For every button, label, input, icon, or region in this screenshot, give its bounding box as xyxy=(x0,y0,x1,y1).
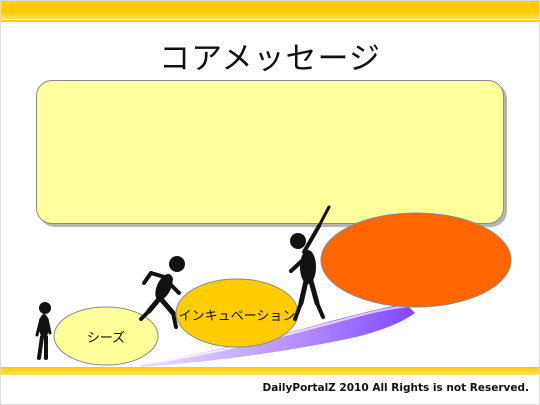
bottom-accent-bar xyxy=(1,367,539,375)
footer-credit: DailyPortalZ 2010 All Rights is not Rese… xyxy=(262,382,529,394)
figure-running xyxy=(139,256,185,329)
stage-ellipse-growth xyxy=(320,212,512,308)
stage-label-seeds: シーズ xyxy=(86,331,126,346)
top-accent-line xyxy=(1,20,539,22)
stage-ellipse-seeds xyxy=(53,306,159,366)
core-message-box xyxy=(36,80,504,224)
slide-title: コアメッセージ xyxy=(159,41,381,77)
figure-pointing xyxy=(289,205,331,321)
figure-bowing xyxy=(35,302,52,360)
top-accent-bar xyxy=(1,1,539,19)
stage-label-incubation: インキュベーション xyxy=(178,309,296,324)
